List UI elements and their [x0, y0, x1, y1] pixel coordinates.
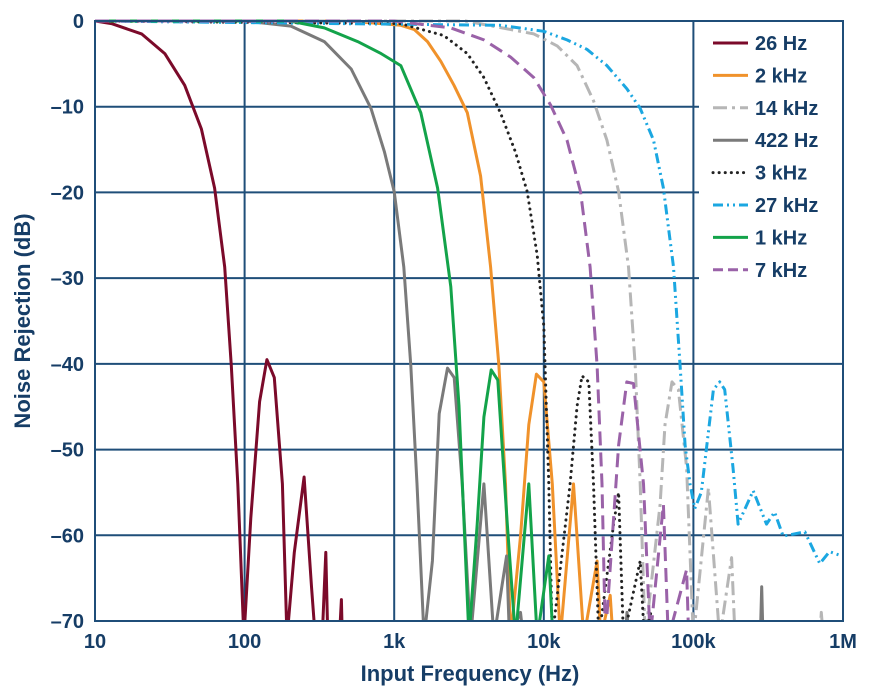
legend-label: 27 kHz — [755, 195, 818, 217]
legend-label: 14 kHz — [755, 98, 818, 120]
x-axis-title: Input Frequency (Hz) — [361, 661, 580, 686]
series-line-7-khz — [95, 19, 690, 621]
y-tick-label: –10 — [51, 97, 84, 119]
x-tick-label: 100k — [671, 631, 716, 653]
series-line-27-khz — [95, 19, 843, 566]
x-tick-label: 1M — [829, 631, 857, 653]
legend-label: 3 kHz — [755, 163, 807, 185]
y-axis-title: Noise Rejection (dB) — [10, 213, 35, 428]
x-tick-label: 10k — [527, 631, 561, 653]
y-tick-label: –20 — [51, 182, 84, 204]
y-tick-label: –30 — [51, 268, 84, 290]
legend-label: 7 kHz — [755, 260, 807, 282]
y-tick-label: 0 — [73, 11, 84, 33]
plot-frame — [94, 20, 844, 622]
series-line-1-khz — [95, 19, 554, 621]
legend-label: 422 Hz — [755, 130, 818, 152]
legend-label: 2 kHz — [755, 65, 807, 87]
x-tick-label: 1k — [383, 631, 406, 653]
y-tick-label: –40 — [51, 354, 84, 376]
legend-label: 26 Hz — [755, 33, 807, 55]
series-line-3-khz — [95, 19, 654, 621]
series-lines — [95, 19, 843, 621]
legend: 26 Hz 2 kHz 14 kHz 422 Hz 3 kHz 27 kHz 1 kHz 7 … — [711, 33, 818, 282]
y-tick-label: –70 — [51, 611, 84, 633]
series-line-422-hz — [95, 19, 765, 621]
y-tick-label: –50 — [51, 440, 84, 462]
legend-label: 1 kHz — [755, 227, 807, 249]
x-tick-label: 100 — [228, 631, 261, 653]
series-line-26-hz — [95, 19, 344, 621]
series-line-14-khz — [95, 19, 824, 621]
x-tick-label: 10 — [84, 631, 106, 653]
legend-background — [699, 23, 842, 285]
y-tick-label: –60 — [51, 525, 84, 547]
series-line-2-khz — [95, 19, 614, 621]
